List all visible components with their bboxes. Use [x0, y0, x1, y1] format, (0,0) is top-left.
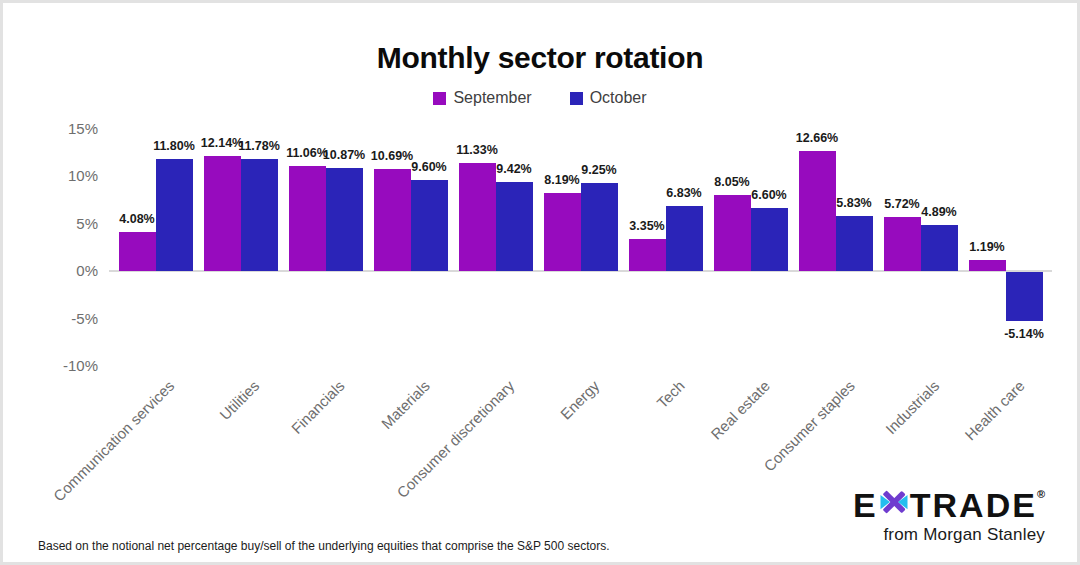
registered-trademark-symbol: ®: [1037, 487, 1045, 501]
etrade-logo-e: E: [853, 487, 878, 523]
footnote: Based on the notional net percentage buy…: [38, 539, 609, 553]
x-axis-label-communication-services: Communication services: [50, 377, 178, 505]
x-axis-label-materials: Materials: [377, 377, 432, 432]
y-axis-tick-label: 0%: [3, 262, 98, 280]
bar-value-label: 8.05%: [690, 175, 774, 189]
x-axis-label-financials: Financials: [288, 377, 348, 437]
bar-september-real-estate: [714, 195, 751, 271]
bar-value-label: 9.25%: [557, 163, 641, 177]
etrade-logo: E TRADE ® from Morgan Stanley: [853, 487, 1045, 545]
bar-october-consumer-discretionary: [496, 182, 533, 271]
bar-september-communication-services: [119, 232, 156, 271]
bar-september-health-care: [969, 260, 1006, 271]
bar-value-label: 11.33%: [435, 143, 519, 157]
bar-october-tech: [666, 206, 703, 271]
etrade-logo-wordmark: E TRADE ®: [853, 487, 1045, 523]
x-axis-label-utilities: Utilities: [216, 377, 262, 423]
y-axis-tick-label: 10%: [3, 167, 98, 185]
x-axis-label-energy: Energy: [557, 377, 603, 423]
bar-october-communication-services: [156, 159, 193, 271]
y-axis-tick-label: -5%: [3, 310, 98, 328]
bar-september-tech: [629, 239, 666, 271]
bar-september-industrials: [884, 217, 921, 271]
x-axis-label-consumer-staples: Consumer staples: [760, 377, 858, 475]
bar-october-real-estate: [751, 208, 788, 271]
x-axis-label-tech: Tech: [653, 377, 687, 411]
x-axis-label-health-care: Health care: [961, 377, 1027, 443]
bar-september-energy: [544, 193, 581, 271]
x-axis-label-real-estate: Real estate: [707, 377, 773, 443]
bar-september-financials: [289, 166, 326, 271]
bar-october-health-care: [1006, 272, 1043, 321]
bar-value-label: 12.66%: [775, 131, 859, 145]
y-axis-tick-label: -10%: [3, 357, 98, 375]
etrade-asterisk-icon: [879, 487, 909, 523]
bar-october-financials: [326, 168, 363, 271]
chart-card: Monthly sector rotation September Octobe…: [0, 0, 1080, 565]
bar-september-consumer-staples: [799, 151, 836, 271]
x-axis-label-industrials: Industrials: [882, 377, 942, 437]
bar-october-consumer-staples: [836, 216, 873, 271]
y-axis-tick-label: 5%: [3, 215, 98, 233]
etrade-logo-trade: TRADE: [910, 487, 1037, 523]
y-axis-tick-label: 15%: [3, 120, 98, 138]
bar-value-label: 4.89%: [897, 205, 981, 219]
bar-september-consumer-discretionary: [459, 163, 496, 271]
bar-october-materials: [411, 180, 448, 271]
bar-september-materials: [374, 169, 411, 271]
bar-october-utilities: [241, 159, 278, 271]
logo-tagline: from Morgan Stanley: [853, 525, 1045, 545]
bar-september-utilities: [204, 156, 241, 271]
bar-chart-plot: 15%10%5%0%-5%-10%4.08%11.80%Communicatio…: [3, 3, 1077, 562]
bar-value-label: 1.19%: [945, 240, 1029, 254]
bar-value-label: -5.14%: [982, 327, 1066, 341]
